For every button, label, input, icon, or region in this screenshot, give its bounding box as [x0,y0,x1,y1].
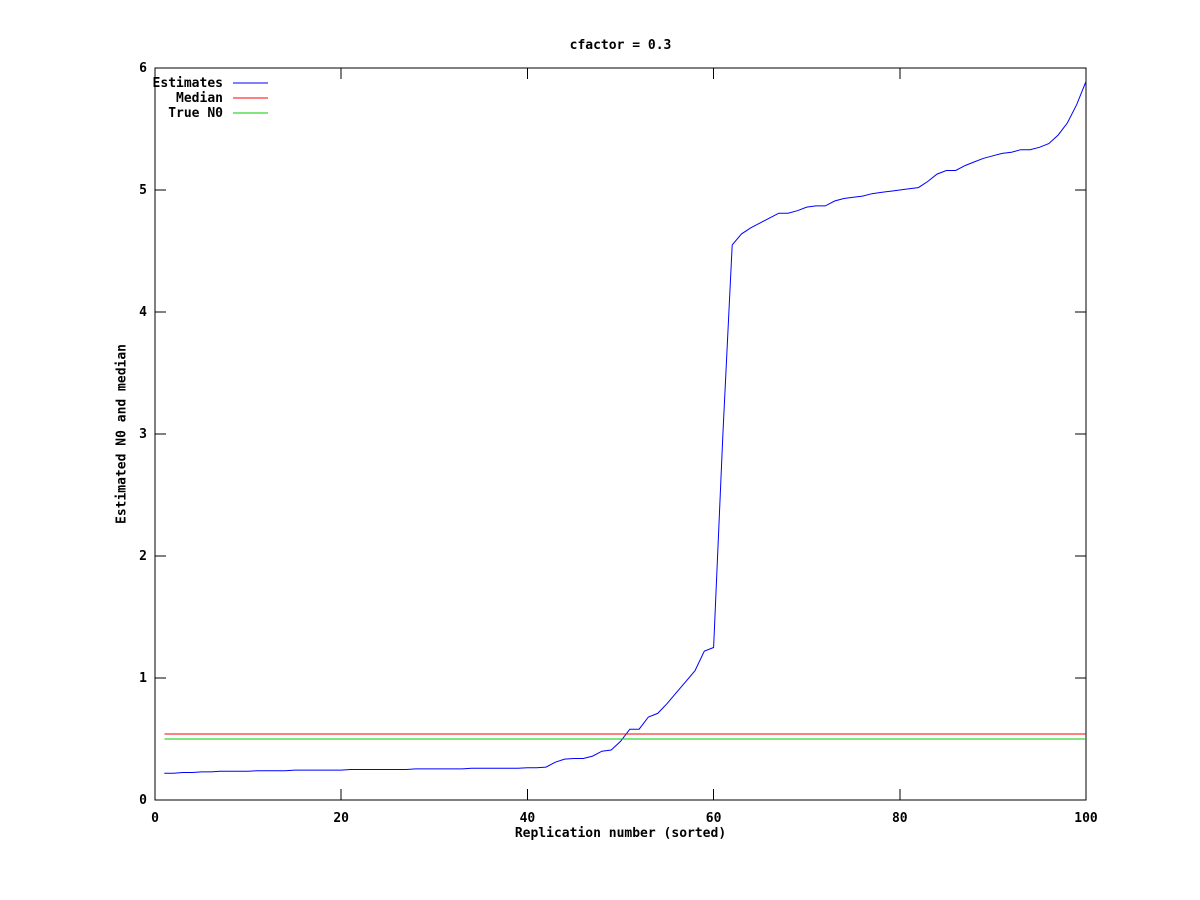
x-tick-label: 20 [333,811,349,826]
x-axis-label: Replication number (sorted) [514,826,727,841]
plot-border [154,67,1087,801]
legend-label: True N0 [168,106,223,121]
x-tick-label: 0 [151,811,159,826]
legend-label: Estimates [153,76,223,91]
y-tick-label: 4 [139,305,147,320]
y-tick-label: 5 [139,183,147,198]
estimates-line [164,81,1087,774]
x-tick-label: 60 [706,811,722,826]
x-tick-label: 40 [520,811,536,826]
y-tick-label: 2 [139,549,147,564]
y-tick-label: 0 [139,793,147,808]
y-tick-label: 3 [139,427,147,442]
y-tick-label: 1 [139,671,147,686]
legend-label: Median [176,91,223,106]
y-tick-label: 6 [139,61,147,76]
chart-title: cfactor = 0.3 [569,38,672,53]
x-tick-label: 100 [1074,811,1098,826]
x-tick-label: 80 [892,811,908,826]
